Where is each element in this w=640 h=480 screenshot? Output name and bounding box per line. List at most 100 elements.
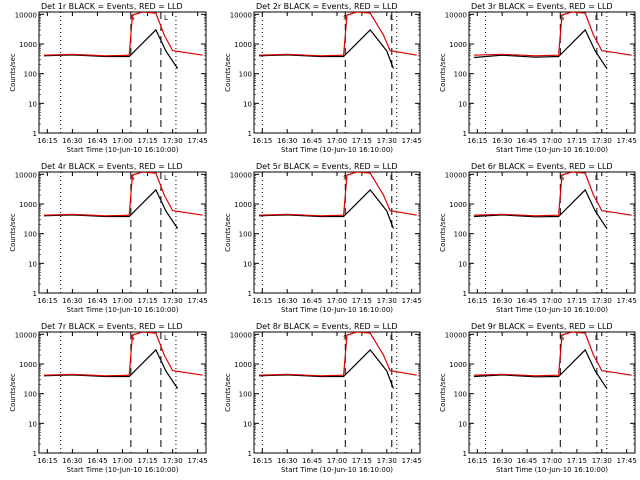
x-axis-label: Start Time (10-Jun-10 16:10:00) [496,466,608,474]
panel-det-7: Det 7r BLACK = Events, RED = LLD 16:15 16:… [9,322,208,474]
x-tick-label: 17:15 [567,297,587,305]
y-tick-label: 10000 [445,171,467,179]
x-axis-label: Start Time (10-Jun-10 16:10:00) [67,146,179,154]
y-tick-label: 1000 [19,201,37,209]
x-tick-label: 17:15 [567,137,587,145]
event-marker: L [595,14,599,22]
event-marker: L [164,334,168,342]
x-tick-label: 16:45 [302,297,322,305]
x-tick-label: 17:15 [567,457,587,465]
y-tick-label: 1000 [449,361,467,369]
series-events [43,348,179,389]
y-tick-label: 100 [239,71,252,79]
x-tick-label: 16:15 [37,137,57,145]
x-tick-label: 17:30 [377,137,397,145]
x-tick-label: 17:00 [327,457,347,465]
x-tick-label: 16:15 [467,297,487,305]
x-tick-label: 17:15 [352,137,372,145]
y-axis-label: Counts/sec [439,213,447,252]
y-tick-label: 100 [239,231,252,239]
y-axis-label: Counts/sec [224,213,232,252]
y-tick-label: 1000 [19,41,37,49]
event-marker: L [595,174,599,182]
y-tick-label: 1000 [19,361,37,369]
y-tick-label: 1000 [234,361,252,369]
event-marker: S [343,334,348,342]
x-axis-label: Start Time (10-Jun-10 16:10:00) [496,146,608,154]
y-tick-label: 10000 [15,331,37,339]
y-tick-label: 1 [248,290,252,298]
y-tick-label: 100 [24,391,37,399]
x-tick-label: 17:00 [542,457,562,465]
x-tick-label: 17:00 [542,137,562,145]
series-lld [43,172,203,217]
y-tick-label: 1000 [234,201,252,209]
y-axis-label: Counts/sec [439,53,447,92]
x-tick-label: 17:30 [592,137,612,145]
x-tick-label: 16:30 [62,137,82,145]
y-tick-label: 1 [463,450,467,458]
series-lld [473,172,632,217]
y-tick-label: 10 [243,420,252,428]
series-lld [258,12,417,57]
panel-det-6: Det 6r BLACK = Events, RED = LLD 16:15 16:… [439,162,637,314]
plot-frame [468,11,636,134]
plot-frame [253,331,421,454]
plot-frame [468,331,636,454]
x-tick-label: 17:00 [542,297,562,305]
y-tick-label: 10 [243,100,252,108]
x-tick-label: 17:00 [327,297,347,305]
x-tick-label: 16:15 [252,457,272,465]
x-tick-label: 16:45 [517,297,537,305]
y-tick-label: 10 [458,260,467,268]
x-tick-label: 16:30 [492,137,512,145]
x-tick-label: 16:30 [62,457,82,465]
panel-title: Det 9r BLACK = Events, RED = LLD [471,322,613,331]
x-tick-label: 17:30 [592,457,612,465]
series-events [258,188,394,229]
panel-det-1: Det 1r BLACK = Events, RED = LLD 16:15 16:… [9,2,208,154]
series-events [473,348,608,389]
x-axis-label: Start Time (10-Jun-10 16:10:00) [67,466,179,474]
y-tick-label: 100 [454,71,467,79]
y-tick-label: 10 [458,100,467,108]
event-marker: S [343,174,348,182]
panel-det-4: Det 4r BLACK = Events, RED = LLD 16:15 16:… [9,162,208,314]
x-tick-label: 16:30 [492,297,512,305]
x-tick-label: 17:15 [352,457,372,465]
x-tick-label: 16:30 [277,457,297,465]
y-tick-label: 10 [28,260,37,268]
y-tick-label: 100 [24,231,37,239]
x-tick-label: 17:30 [163,137,183,145]
panel-det-8: Det 8r BLACK = Events, RED = LLD 16:15 16:… [224,322,422,474]
y-tick-label: 1000 [449,41,467,49]
panel-title: Det 3r BLACK = Events, RED = LLD [471,2,613,11]
x-tick-label: 16:45 [87,297,107,305]
panel-title: Det 7r BLACK = Events, RED = LLD [41,322,183,331]
x-axis-label: Start Time (10-Jun-10 16:10:00) [67,306,179,314]
x-tick-label: 17:45 [617,137,637,145]
x-tick-label: 17:30 [163,457,183,465]
x-axis-label: Start Time (10-Jun-10 16:10:00) [281,146,393,154]
y-tick-label: 10000 [230,171,252,179]
y-tick-label: 100 [454,391,467,399]
y-tick-label: 1 [248,130,252,138]
y-tick-label: 10 [243,260,252,268]
series-lld [258,172,417,217]
x-tick-label: 16:15 [252,137,272,145]
series-events [43,188,179,229]
panel-title: Det 8r BLACK = Events, RED = LLD [256,322,398,331]
event-marker: L [164,174,168,182]
y-axis-label: Counts/sec [224,53,232,92]
x-tick-label: 17:15 [137,297,157,305]
plot-frame [468,171,636,294]
y-tick-label: 1 [33,130,37,138]
x-axis-label: Start Time (10-Jun-10 16:10:00) [281,306,393,314]
x-tick-label: 16:45 [87,137,107,145]
y-tick-label: 10000 [230,331,252,339]
x-tick-label: 17:45 [617,457,637,465]
x-tick-label: 17:00 [112,297,132,305]
x-tick-label: 17:45 [188,297,208,305]
y-tick-label: 10000 [15,171,37,179]
x-tick-label: 17:45 [402,297,422,305]
